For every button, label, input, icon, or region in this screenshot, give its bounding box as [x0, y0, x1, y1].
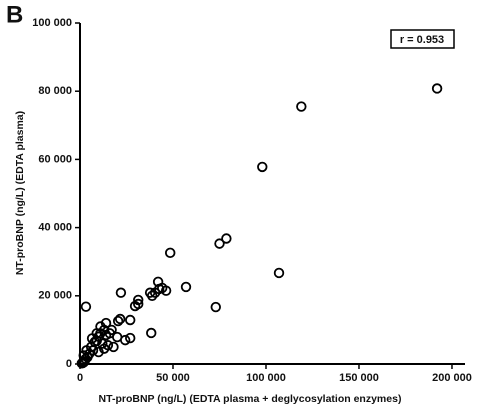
point [296, 101, 307, 112]
panel-label: B [6, 1, 23, 28]
y-tick-label: 60 000 [38, 153, 72, 165]
point [146, 327, 157, 339]
point [165, 247, 176, 259]
point [257, 161, 268, 173]
point [129, 300, 141, 312]
point [160, 285, 172, 296]
y-tick-label: 80 000 [38, 85, 72, 97]
point [81, 345, 92, 356]
point [119, 334, 131, 346]
x-tick-label: 50 000 [156, 372, 190, 384]
point [125, 314, 136, 326]
point [125, 332, 136, 344]
point [146, 290, 158, 302]
point [112, 315, 124, 327]
y-axis-label: NT-proBNP (ng/L) (EDTA plasma) [14, 111, 26, 275]
y-tick-label: 40 000 [38, 222, 72, 234]
point [114, 313, 126, 325]
point [108, 341, 119, 353]
annotation: r = 0.953 [400, 34, 444, 46]
point [431, 83, 443, 94]
annotation-box [390, 29, 455, 49]
point [214, 238, 225, 249]
x-axis-label: NT-proBNP (ng/L) (EDTA plasma + deglycos… [99, 393, 402, 405]
point [98, 343, 110, 354]
y-tick-label: 100 000 [32, 17, 72, 29]
x-tick-label: 150 000 [339, 372, 379, 384]
y-tick-label: 20 000 [38, 290, 72, 302]
point [180, 281, 192, 293]
point [86, 333, 98, 344]
x-tick-label: 0 [77, 372, 83, 384]
x-tick-label: 200 000 [432, 372, 472, 384]
point [273, 267, 285, 279]
point [210, 301, 221, 313]
point [115, 287, 127, 298]
y-tick-label: 0 [66, 358, 72, 370]
point [100, 317, 112, 329]
point [80, 301, 92, 312]
x-tick-label: 100 000 [246, 372, 286, 384]
point [149, 287, 161, 298]
point [221, 233, 232, 244]
point [78, 350, 89, 361]
